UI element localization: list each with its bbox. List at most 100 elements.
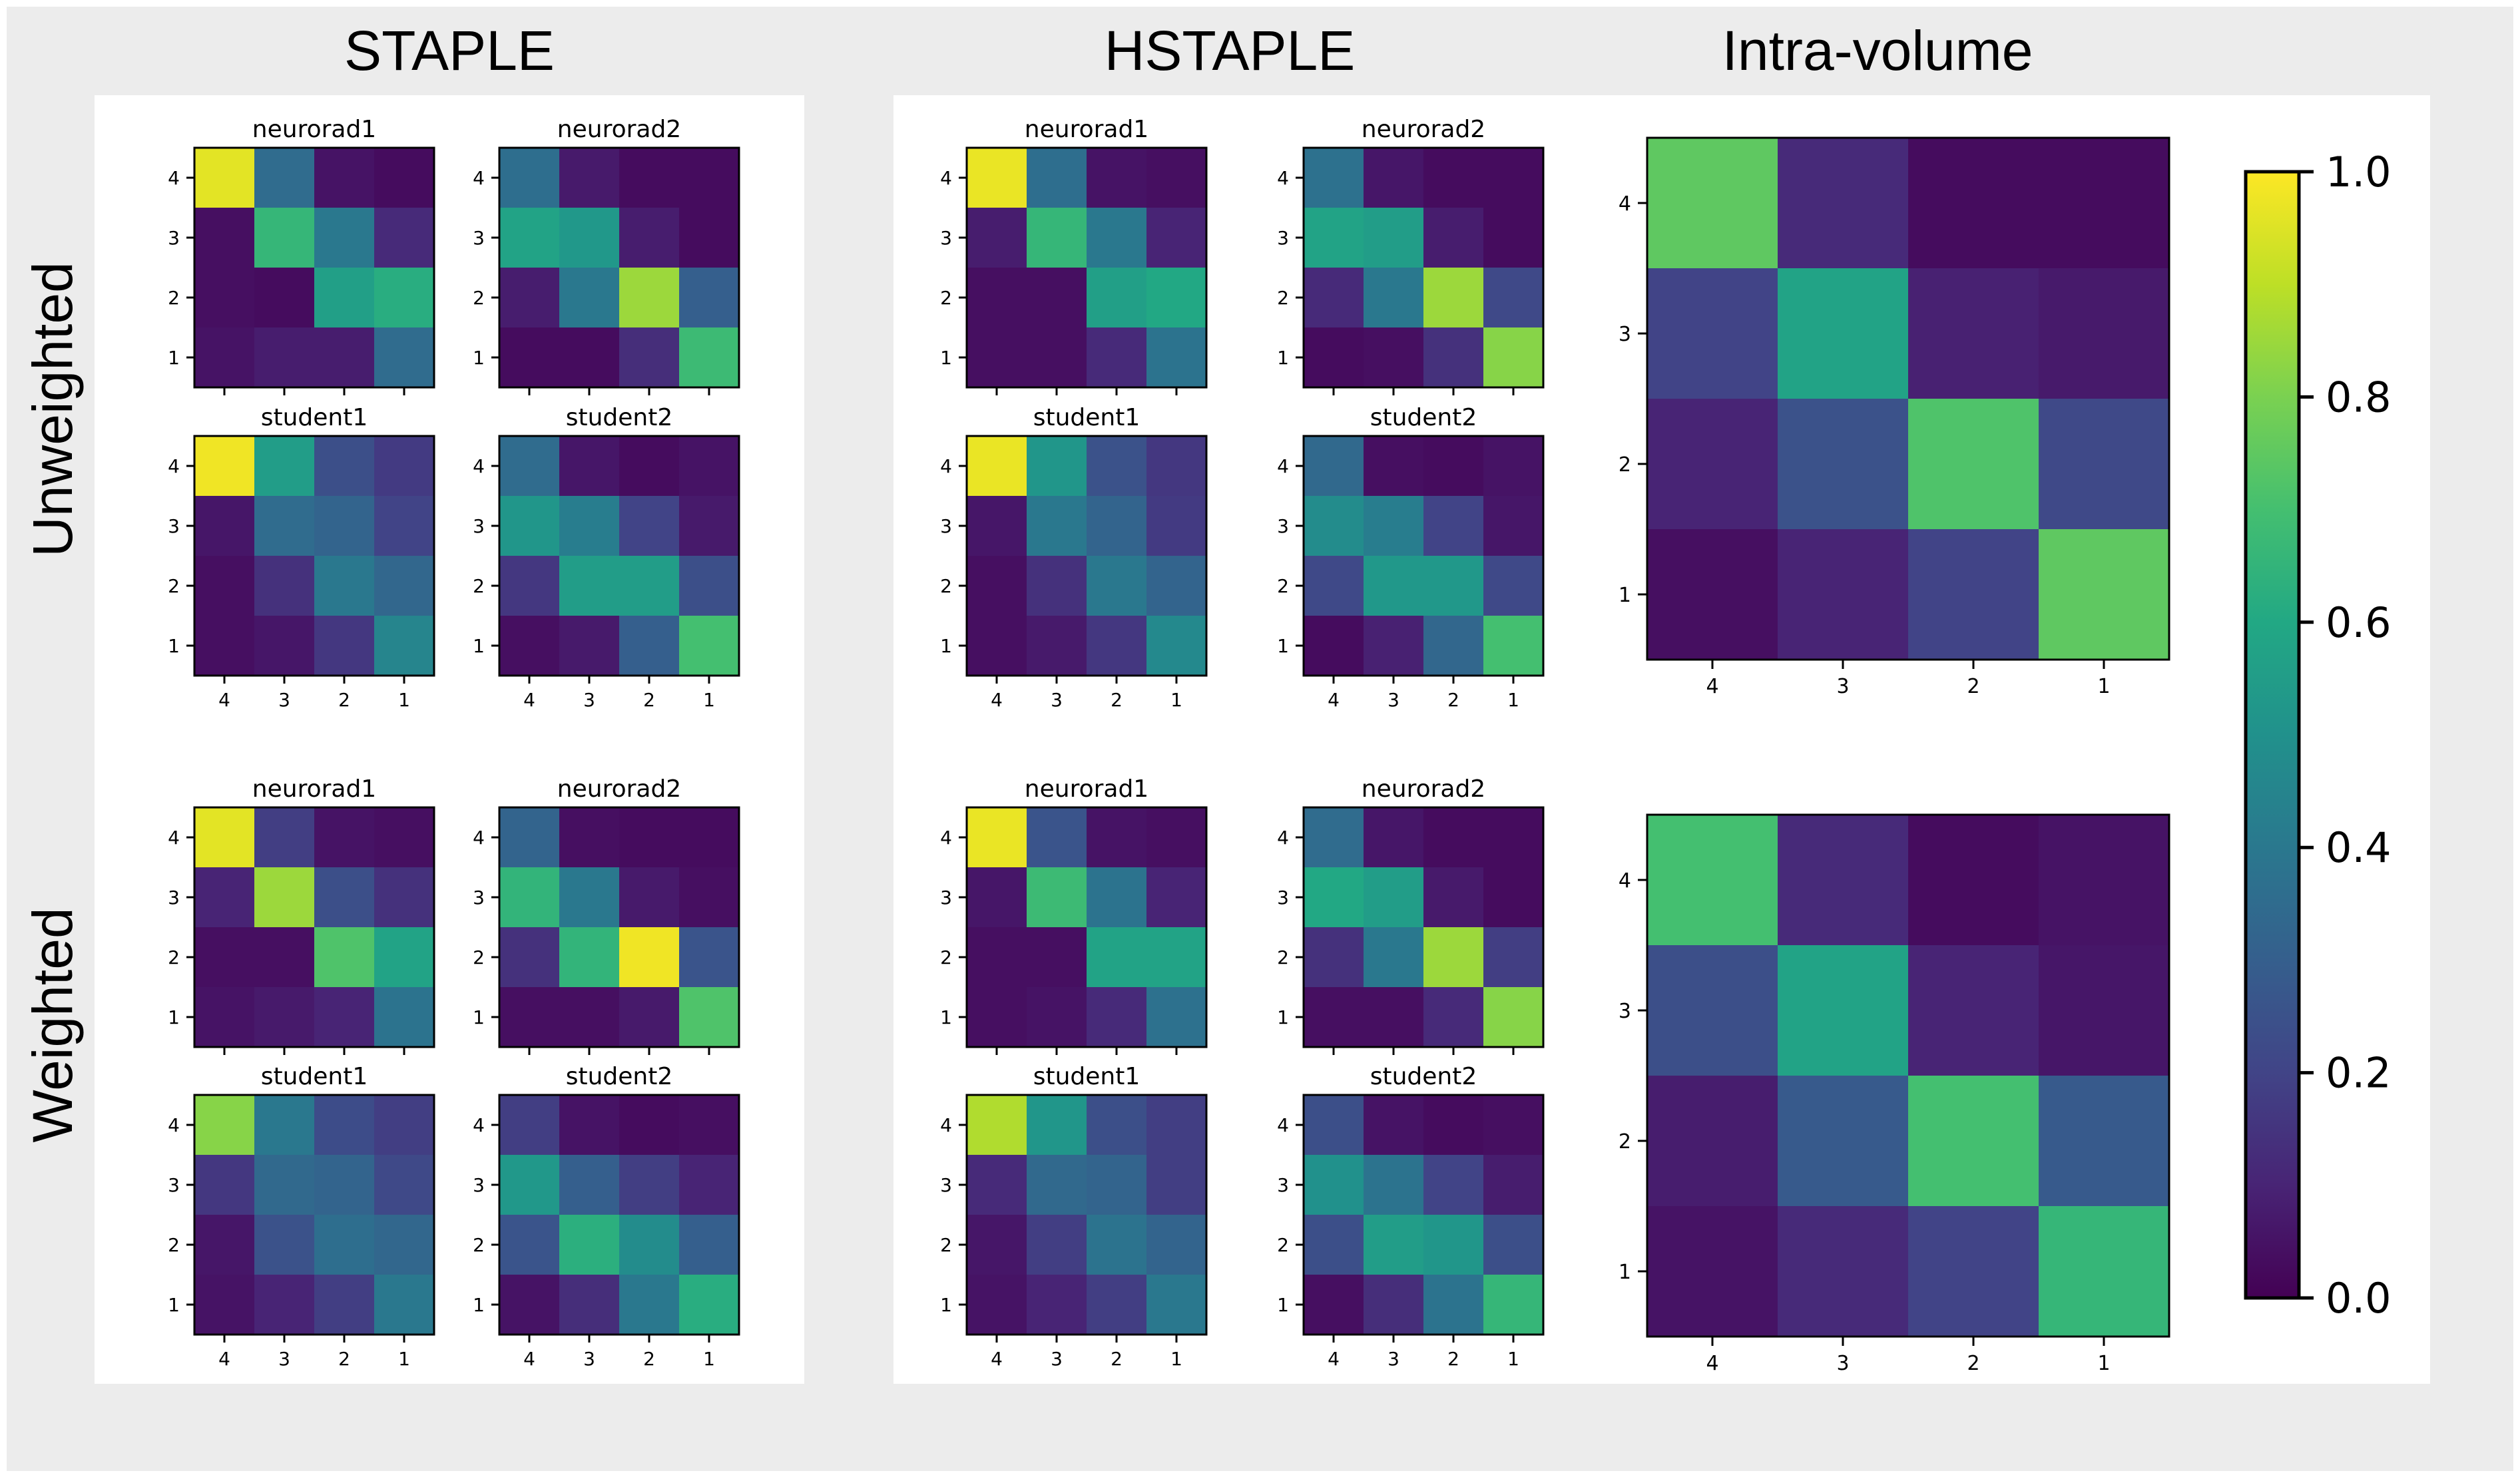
heatmap-cell: [1146, 148, 1207, 208]
x-tick-label: 1: [1507, 1348, 1519, 1370]
heatmap-cell: [374, 327, 435, 388]
heatmap-frame: [193, 146, 435, 389]
heatmap-cell: [1364, 327, 1424, 388]
heatmap-cell: [1908, 529, 2039, 660]
x-tick-label: 2: [338, 689, 350, 711]
heatmap-cell: [1364, 148, 1424, 208]
heatmap-cell: [1304, 208, 1364, 268]
y-tick-label: 2: [1619, 453, 1631, 477]
heatmap-staple-weighted-neurorad2: neurorad2 4 3 2 1: [473, 775, 740, 1055]
y-tick-label: 2: [168, 947, 180, 968]
heatmap-cell: [1027, 1215, 1087, 1275]
heatmap-cell: [1483, 1155, 1544, 1215]
heatmap-panels: neurorad1 4 3 2 1 neurorad2 4 3 2 1 student1 4 3 2 1 4 3…: [168, 116, 2170, 1375]
x-tick-label: 1: [703, 689, 715, 711]
heatmap-cell: [2039, 138, 2170, 269]
heatmap-cell: [619, 927, 680, 988]
y-tick-label: 1: [940, 635, 952, 657]
y-tick-label: 1: [168, 635, 180, 657]
y-tick-label: 4: [1277, 167, 1289, 189]
y-tick-label: 4: [473, 167, 485, 189]
heatmap-frame: [498, 435, 740, 677]
heatmap-cell: [1778, 268, 1909, 399]
heatmap-cell: [967, 1275, 1027, 1335]
heatmap-staple-unweighted-neurorad2: neurorad2 4 3 2 1: [473, 116, 740, 395]
y-tick-label: 2: [1277, 287, 1289, 309]
heatmap-cell: [314, 1215, 375, 1275]
heatmap-cell: [1483, 496, 1544, 556]
heatmap-cell: [374, 148, 435, 208]
heatmap-cell: [1364, 1215, 1424, 1275]
heatmap-cell: [1087, 1095, 1147, 1156]
heatmap-cell: [679, 987, 740, 1048]
heatmap-frame: [498, 1094, 740, 1336]
y-tick-label: 1: [940, 1294, 952, 1316]
x-tick-label: 2: [1111, 689, 1123, 711]
heatmap-cell: [1146, 1215, 1207, 1275]
heatmap-cell: [374, 1275, 435, 1335]
heatmap-cell: [1146, 496, 1207, 556]
heatmap-frame: [1302, 435, 1545, 677]
heatmap-cell: [1027, 987, 1087, 1048]
heatmap-cell: [499, 867, 560, 928]
column-title-intra-volume: Intra-volume: [1722, 19, 2033, 82]
y-tick-label: 2: [940, 947, 952, 968]
y-tick-label: 4: [473, 455, 485, 477]
heatmap-cell: [1364, 1275, 1424, 1335]
heatmap-cell: [254, 867, 315, 928]
y-tick-label: 2: [1619, 1130, 1631, 1154]
y-tick-label: 1: [168, 1294, 180, 1316]
heatmap-hstaple-weighted-student2: student2 4 3 2 1 4 3 2 1: [1277, 1063, 1545, 1370]
heatmap-cell: [1423, 867, 1484, 928]
heatmap-cell: [194, 807, 255, 868]
heatmap-cell: [1146, 807, 1207, 868]
heatmap-cell: [499, 1215, 560, 1275]
heatmap-frame: [1646, 813, 2170, 1338]
heatmap-cell: [254, 208, 315, 268]
x-tick-label: 2: [1111, 1348, 1123, 1370]
heatmap-cell: [254, 496, 315, 556]
x-tick-label: 3: [583, 689, 595, 711]
heatmap-cell: [374, 1155, 435, 1215]
heatmap-cell: [1087, 807, 1147, 868]
heatmap-cell: [194, 927, 255, 988]
heatmap-cell: [254, 1215, 315, 1275]
y-tick-label: 1: [940, 347, 952, 369]
x-tick-label: 4: [523, 689, 535, 711]
heatmap-cell: [1423, 1095, 1484, 1156]
heatmap-staple-weighted-student1: student1 4 3 2 1 4 3 2 1: [168, 1063, 435, 1370]
heatmap-cell: [1027, 1155, 1087, 1215]
x-tick-label: 4: [1706, 1352, 1718, 1375]
heatmap-cell: [1146, 436, 1207, 497]
heatmap-cell: [1087, 1155, 1147, 1215]
heatmap-cell: [314, 436, 375, 497]
y-tick-label: 4: [1277, 827, 1289, 849]
heatmap-cell: [1908, 945, 2039, 1076]
heatmap-cell: [1027, 436, 1087, 497]
y-tick-label: 3: [168, 227, 180, 249]
heatmap-cell: [194, 496, 255, 556]
heatmap-cell: [499, 1275, 560, 1335]
heatmap-cell: [1778, 399, 1909, 530]
heatmap-cell: [1146, 1155, 1207, 1215]
heatmap-cell: [679, 436, 740, 497]
x-tick-label: 2: [1447, 1348, 1459, 1370]
heatmap-cell: [619, 1095, 680, 1156]
heatmap-cell: [314, 807, 375, 868]
heatmap-cell: [1146, 1275, 1207, 1335]
heatmap-cell: [1483, 327, 1544, 388]
heatmap-cell: [1146, 616, 1207, 676]
heatmap-cell: [1146, 268, 1207, 328]
heatmap-cell: [254, 1275, 315, 1335]
heatmap-cell: [1483, 1275, 1544, 1335]
heatmap-frame: [1646, 136, 2170, 661]
heatmap-cell: [1087, 1215, 1147, 1275]
heatmap-cell: [1423, 268, 1484, 328]
y-tick-label: 3: [473, 1174, 485, 1196]
heatmap-cell: [314, 327, 375, 388]
heatmap-cell: [1087, 148, 1147, 208]
heatmap-cell: [314, 208, 375, 268]
heatmap-frame: [1302, 1094, 1545, 1336]
heatmap-cell: [1778, 1206, 1909, 1337]
heatmap-cell: [374, 556, 435, 616]
